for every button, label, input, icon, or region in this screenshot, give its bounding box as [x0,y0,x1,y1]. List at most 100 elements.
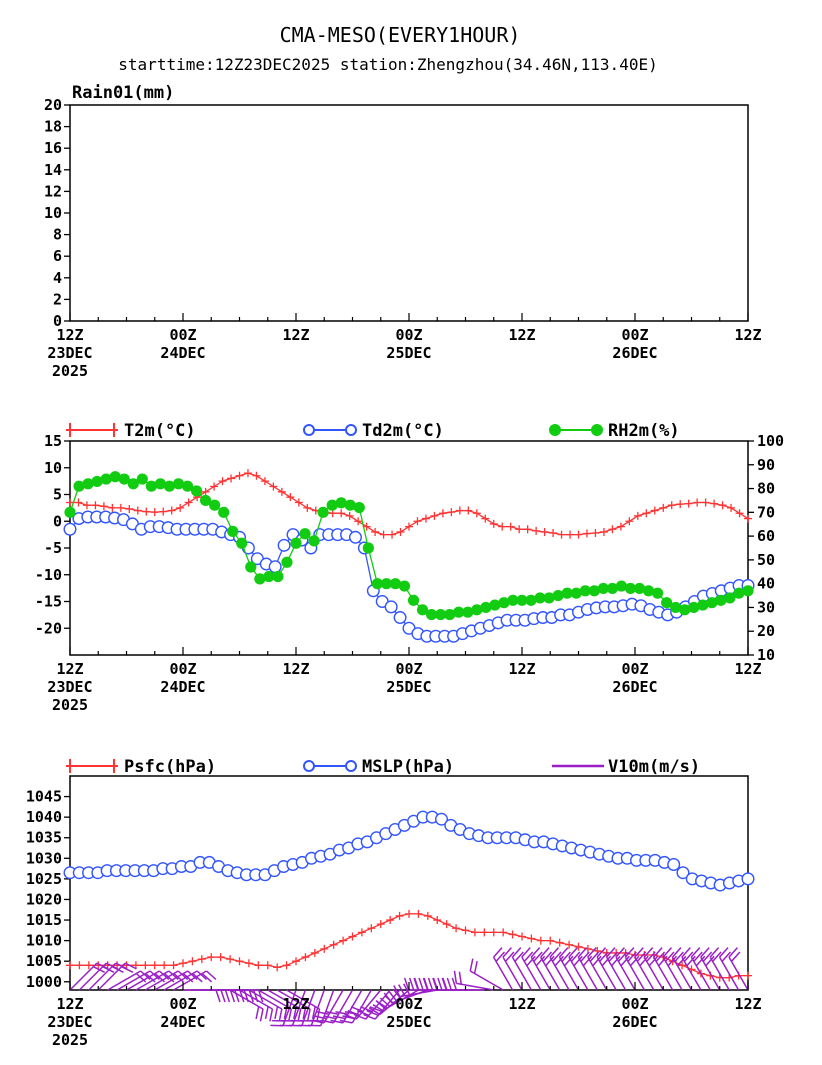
y-tick-label: 4 [53,269,62,287]
y-right-tick-label: 100 [757,432,784,450]
x-tick-label: 26DEC [612,1013,657,1031]
rh2m-point [118,473,130,485]
x-tick-label: 00Z [169,326,196,344]
y-right-tick-label: 70 [757,503,775,521]
x-tick-label: 12Z [56,326,83,344]
rh2m-point [525,594,537,606]
wind-barb [568,947,589,991]
wind-barb [530,947,551,991]
rh2m-point [127,478,139,490]
t2m-point [337,509,346,518]
x-tick-label: 00Z [169,660,196,678]
wind-barb [344,989,382,1020]
rh2m-point [715,594,727,606]
x-tick-label: 25DEC [386,344,431,362]
rh2m-point [227,525,239,537]
y-tick-label: 5 [53,486,62,504]
humidity-y-axis: 100 90 80 70 60 50 40 30 20 10 [748,432,784,664]
psfc-point [263,961,272,970]
rain-y-axis: 0 2 4 6 8 10 12 14 16 18 20 [44,96,70,330]
t2m-point [286,493,295,502]
t2m-point [74,498,83,507]
y-tick-label: 1040 [26,808,62,826]
td2m-point [268,560,282,574]
t2m-point [616,522,625,531]
rh2m-point [561,587,573,599]
y-tick-label: 1005 [26,952,62,970]
wind-barb [690,947,711,991]
wind-barb [492,947,514,991]
t2m-point [489,519,498,528]
x-tick-label: 00Z [395,660,422,678]
rh2m-point [145,480,157,492]
wind-barb [540,947,561,991]
temperature-series [63,469,755,643]
rh2m-point [697,599,709,611]
x-tick-label: 2025 [52,696,88,714]
psfc-point [527,934,536,943]
psfc-point [244,959,253,968]
psfc-point [282,961,291,970]
t2m-point [430,511,439,520]
rh2m-point [398,580,411,592]
t2m-point [464,506,473,515]
psfc-point [386,916,395,925]
rh2m-point [172,478,185,490]
y-tick-label: 10 [44,204,62,222]
t2m-point [599,527,608,536]
x-tick-label: 25DEC [386,1013,431,1031]
x-tick-label: 24DEC [160,344,205,362]
t2m-point [540,527,549,536]
y-tick-label: 12 [44,182,62,200]
pressure-panel: Psfc(hPa) MSLP(hPa) V10m(m/s) 1045104010… [26,757,762,1049]
t2m-point [82,501,91,510]
wind-legend: V10m(m/s) [552,757,700,777]
wind-barb [709,947,730,991]
psfc-point [452,924,461,933]
y-right-tick-label: 50 [757,551,775,569]
psfc-point [376,920,385,929]
wind-barb [276,989,311,1022]
psfc-point [169,961,178,970]
t2m-point [176,503,185,512]
wind-barb [469,958,504,991]
mslp-point [435,812,449,826]
t2m-point [167,506,176,515]
pressure-y-axis: 1045 1040 1035 1030 1025 1020 1015 1010 1005 1000 [26,788,70,991]
t2m-point [693,498,702,507]
rh2m-point [100,473,112,485]
y-tick-label: 20 [44,96,62,114]
y-tick-label: 0 [53,312,62,330]
rh2m-point [91,475,103,488]
y-tick-label: 1020 [26,890,62,908]
x-tick-label: 00Z [621,995,648,1013]
t2m-point [676,500,685,509]
wind-barb [330,989,363,1024]
rh2m-point [534,592,546,604]
rh2m-point [489,599,501,611]
chart-title: CMA-MESO(EVERY1HOUR) [280,23,521,47]
y-tick-label: -10 [35,566,62,584]
psfc-point [160,961,169,970]
x-tick-label: 00Z [621,660,648,678]
psfc-point [508,930,517,939]
rh2m-point [326,499,338,511]
x-tick-label: 24DEC [160,678,205,696]
rh2m-point [471,604,483,616]
rh2m-point [245,561,257,573]
t2m-legend-label: T2m(°C) [124,421,196,441]
t2m-point [133,506,142,515]
t2m-point [210,482,219,491]
psfc-point [273,963,282,972]
wind-barb [257,989,292,1022]
t2m-point [447,508,456,517]
psfc-point [329,940,338,949]
y-tick-label: 16 [44,139,62,157]
y-right-tick-label: 90 [757,456,775,474]
x-tick-label: 24DEC [160,1013,205,1031]
rh2m-point [733,587,745,599]
y-tick-label: 1025 [26,870,62,888]
x-tick-label: 12Z [508,660,535,678]
